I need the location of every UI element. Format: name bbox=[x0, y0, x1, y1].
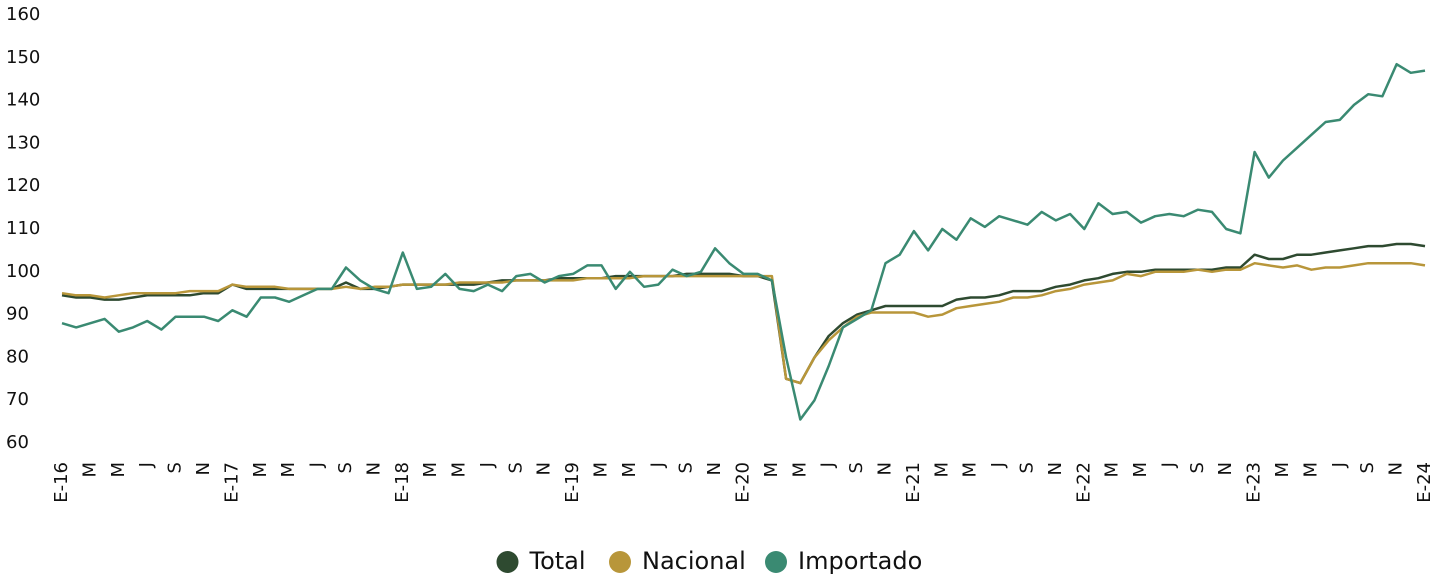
x-tick-label: M bbox=[250, 462, 271, 478]
series-line bbox=[61, 261, 1426, 385]
x-tick-label: N bbox=[534, 462, 555, 475]
y-tick-label: 80 bbox=[6, 346, 29, 367]
x-tick-label: J bbox=[818, 462, 839, 468]
x-tick-label: M bbox=[449, 462, 470, 478]
x-tick-label: M bbox=[931, 462, 952, 478]
legend-marker bbox=[765, 551, 787, 573]
x-tick-label: N bbox=[363, 462, 384, 475]
legend-marker bbox=[609, 551, 631, 573]
x-tick-label: N bbox=[1215, 462, 1236, 475]
x-tick-label: S bbox=[676, 462, 697, 473]
x-tick-label: M bbox=[1272, 462, 1293, 478]
x-tick-label: N bbox=[1386, 462, 1407, 475]
legend: Total Nacional Importado bbox=[496, 547, 922, 575]
x-tick-label: E-20 bbox=[733, 462, 754, 503]
x-tick-label: M bbox=[108, 462, 129, 478]
y-tick-label: 140 bbox=[6, 90, 40, 111]
x-tick-label: N bbox=[1045, 462, 1066, 475]
x-tick-label: M bbox=[1300, 462, 1321, 478]
x-tick-label: S bbox=[505, 462, 526, 473]
series-line bbox=[61, 62, 1426, 421]
x-tick-label: M bbox=[278, 462, 299, 478]
x-tick-label: E-22 bbox=[1073, 462, 1094, 503]
x-tick-label: S bbox=[335, 462, 356, 473]
x-tick-label: M bbox=[619, 462, 640, 478]
x-tick-label: S bbox=[165, 462, 186, 473]
y-tick-label: 60 bbox=[6, 432, 29, 453]
x-tick-label: N bbox=[193, 462, 214, 475]
x-tick-label: E-17 bbox=[221, 462, 242, 503]
x-tick-label: M bbox=[1130, 462, 1151, 478]
x-tick-label: E-19 bbox=[562, 462, 583, 503]
x-tick-label: J bbox=[647, 462, 668, 468]
legend-label: Total bbox=[529, 547, 586, 575]
x-tick-label: S bbox=[846, 462, 867, 473]
x-tick-label: M bbox=[1102, 462, 1123, 478]
x-tick-label: E-24 bbox=[1414, 462, 1434, 503]
x-tick-label: J bbox=[1158, 462, 1179, 468]
y-tick-label: 110 bbox=[6, 218, 40, 239]
series-line bbox=[61, 242, 1426, 385]
y-tick-label: 90 bbox=[6, 304, 29, 325]
x-tick-label: E-21 bbox=[903, 462, 924, 503]
legend-label: Nacional bbox=[642, 547, 746, 575]
y-tick-label: 150 bbox=[6, 47, 40, 68]
y-tick-label: 160 bbox=[6, 4, 40, 25]
x-tick-label: M bbox=[789, 462, 810, 478]
y-tick-label: 100 bbox=[6, 261, 40, 282]
legend-label: Importado bbox=[798, 547, 922, 575]
x-tick-label: J bbox=[477, 462, 498, 468]
x-tick-label: N bbox=[874, 462, 895, 475]
x-tick-label: J bbox=[136, 462, 157, 468]
x-tick-label: N bbox=[704, 462, 725, 475]
x-tick-label: J bbox=[988, 462, 1009, 468]
x-tick-label: J bbox=[307, 462, 328, 468]
y-tick-label: 130 bbox=[6, 132, 40, 153]
x-tick-label: M bbox=[761, 462, 782, 478]
x-tick-label: M bbox=[79, 462, 100, 478]
legend-marker bbox=[496, 551, 519, 573]
x-tick-label: J bbox=[1329, 462, 1350, 468]
x-tick-label: S bbox=[1016, 462, 1037, 473]
x-tick-label: M bbox=[420, 462, 441, 478]
x-tick-label: M bbox=[591, 462, 612, 478]
x-tick-label: E-23 bbox=[1244, 462, 1265, 503]
x-tick-label: E-18 bbox=[392, 462, 413, 503]
x-tick-label: S bbox=[1357, 462, 1378, 473]
y-tick-label: 70 bbox=[6, 389, 29, 410]
x-tick-label: M bbox=[960, 462, 981, 478]
y-tick-label: 120 bbox=[6, 175, 40, 196]
x-tick-label: S bbox=[1187, 462, 1208, 473]
x-tick-label: E-16 bbox=[51, 462, 72, 503]
